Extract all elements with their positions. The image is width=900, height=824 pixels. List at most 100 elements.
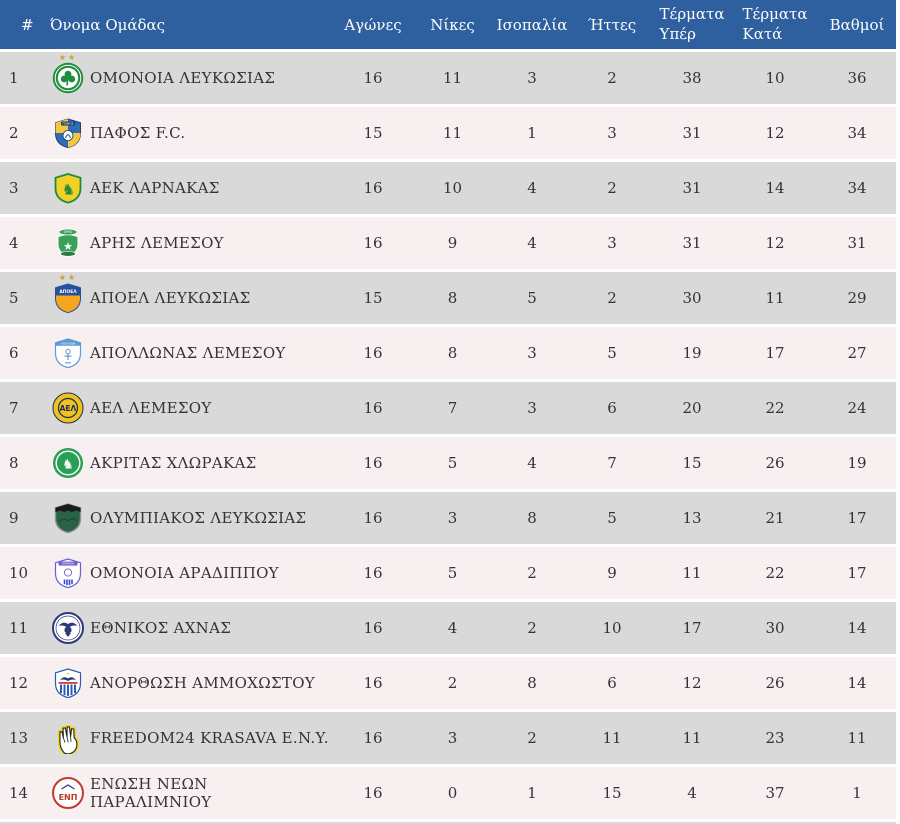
team-draws: 4 — [527, 454, 537, 472]
team-name: ΕΝΩΣΗ ΝΕΩΝ ΠΑΡΑΛΙΜΝΙΟΥ — [90, 775, 212, 811]
team-draws: 2 — [527, 564, 537, 582]
team-goals-against: 11 — [765, 289, 785, 307]
column-header-losses: Ήττες — [587, 15, 637, 34]
table-row[interactable]: 5 ΑΠΟΕΛ ★★ ΑΠΟΕΛ ΛΕΥΚΩΣΙΑΣ 15 8 5 2 30 11… — [0, 272, 896, 327]
team-name: ΑΚΡΙΤΑΣ ΧΛΩΡΑΚΑΣ — [90, 454, 257, 472]
table-row[interactable]: 7 ΑΕΛ ΑΕΛ ΛΕΜΕΣΟΥ 16 7 3 6 20 22 24 — [0, 382, 896, 437]
pafos-fc-crest-icon: ΠΑΦΟΣ — [52, 117, 84, 149]
team-points: 34 — [847, 124, 867, 142]
team-goals-against: 23 — [765, 729, 785, 747]
apoel-leukosias-crest-icon: ΑΠΟΕΛ ★★ — [52, 273, 84, 314]
team-goals-for: 31 — [682, 179, 702, 197]
team-name: ΟΜΟΝΟΙΑ ΛΕΥΚΩΣΙΑΣ — [90, 69, 276, 87]
team-rank: 8 — [9, 454, 19, 472]
team-name: ΑΕΛ ΛΕΜΕΣΟΥ — [90, 399, 212, 417]
team-wins: 11 — [442, 124, 463, 142]
table-row[interactable]: 13 FREEDOM24 KRASAVA E.N.Y. 16 3 2 11 11… — [0, 712, 896, 767]
team-goals-for: 11 — [682, 564, 702, 582]
team-name: ΑΕΚ ΛΑΡΝΑΚΑΣ — [90, 179, 220, 197]
aris-lemesou-crest-icon: ★ ΑΡΗΣ — [52, 227, 84, 259]
team-rank: 6 — [9, 344, 19, 362]
logo-cell: ♞ — [46, 162, 90, 214]
team-name: FREEDOM24 KRASAVA E.N.Y. — [90, 729, 329, 747]
column-header-rank: # — [21, 15, 34, 34]
team-wins: 7 — [447, 399, 458, 417]
goals-for-line1: Τέρματα — [659, 5, 725, 23]
team-losses: 6 — [607, 674, 617, 692]
aek-larnakas-crest-icon: ♞ — [52, 172, 84, 204]
team-goals-for: 4 — [687, 784, 697, 802]
team-played: 15 — [363, 124, 383, 142]
team-name: ΑΠΟΛΛΩΝΑΣ ΛΕΜΕΣΟΥ — [90, 344, 286, 362]
team-wins: 0 — [447, 784, 458, 802]
table-row[interactable]: 2 ΠΑΦΟΣ ΠΑΦΟΣ F.C. 15 11 1 3 31 12 34 — [0, 107, 896, 162]
goals-against-line2: Κατά — [742, 24, 783, 43]
svg-text:ΑΠΟΕΛ: ΑΠΟΕΛ — [59, 289, 77, 295]
team-points: 14 — [847, 619, 867, 637]
logo-cell: ΑΠΟΕΛ ★★ — [46, 272, 90, 324]
table-row[interactable]: 6 ΑΠΟΛΛΩΝ ΑΠΟΛΛΩΝΑΣ ΛΕΜΕΣΟΥ 16 8 3 5 19 … — [0, 327, 896, 382]
olympiakos-leukosias-crest-icon — [52, 502, 84, 534]
team-played: 16 — [363, 784, 383, 802]
team-played: 16 — [363, 564, 383, 582]
table-row[interactable]: 4 ★ ΑΡΗΣ ΑΡΗΣ ΛΕΜΕΣΟΥ 16 9 4 3 31 12 31 — [0, 217, 896, 272]
logo-cell: ΑΕΛ — [46, 382, 90, 434]
team-played: 16 — [363, 234, 383, 252]
table-row[interactable]: 3 ♞ ΑΕΚ ΛΑΡΝΑΚΑΣ 16 10 4 2 31 14 34 — [0, 162, 896, 217]
team-draws: 1 — [527, 784, 537, 802]
table-row[interactable]: 8 ♞ ΑΚΡΙΤΑΣ ΧΛΩΡΑΚΑΣ 16 5 4 7 15 26 19 — [0, 437, 896, 492]
team-goals-against: 17 — [765, 344, 785, 362]
team-rank: 4 — [9, 234, 19, 252]
next-row-sliver — [0, 822, 896, 824]
team-rank: 5 — [9, 289, 19, 307]
team-losses: 5 — [607, 344, 617, 362]
team-goals-for: 17 — [682, 619, 702, 637]
table-row[interactable]: 14 ΕΝΠ ΕΝΩΣΗ ΝΕΩΝ ΠΑΡΑΛΙΜΝΙΟΥ 16 0 1 15 … — [0, 767, 896, 822]
anorthosis-ammochostou-crest-icon: ★ — [52, 667, 84, 699]
team-losses: 3 — [607, 234, 617, 252]
team-wins: 9 — [447, 234, 458, 252]
logo-cell: ♞ — [46, 437, 90, 489]
table-row[interactable]: 12 ★ ΑΝΟΡΘΩΣΗ ΑΜΜΟΧΩΣΤΟΥ 16 2 8 6 12 26 … — [0, 657, 896, 712]
team-draws: 2 — [527, 729, 537, 747]
team-draws: 3 — [527, 344, 537, 362]
table-row[interactable]: 10 ΟΜΟΝΟΙΑ ΟΜΟΝΟΙΑ ΑΡΑΔΙΠΠΟΥ 16 5 2 9 11… — [0, 547, 896, 602]
team-points: 36 — [847, 69, 867, 87]
logo-cell — [46, 602, 90, 654]
team-draws: 3 — [527, 399, 537, 417]
team-goals-against: 37 — [765, 784, 785, 802]
logo-cell: ΠΑΦΟΣ — [46, 107, 90, 159]
team-goals-for: 15 — [682, 454, 702, 472]
team-losses: 6 — [607, 399, 617, 417]
table-row[interactable]: 9 ΟΛΥΜΠΙΑΚΟΣ ΛΕΥΚΩΣΙΑΣ 16 3 8 5 13 21 17 — [0, 492, 896, 547]
team-rank: 10 — [9, 564, 29, 582]
table-row[interactable]: 11 ΕΘΝΙΚΟΣ ΑΧΝΑΣ 16 4 2 10 17 30 14 — [0, 602, 896, 657]
team-rank: 14 — [9, 784, 29, 802]
team-played: 16 — [363, 179, 383, 197]
goals-for-line2: Υπέρ — [659, 24, 696, 43]
team-points: 17 — [847, 564, 867, 582]
logo-cell: ★ — [46, 657, 90, 709]
table-header-row: # Όνομα Ομάδας Αγώνες Νίκες Ισοπαλία Ήττ… — [0, 0, 896, 52]
team-goals-for: 38 — [682, 69, 702, 87]
table-row[interactable]: 1 ★★ ΟΜΟΝΟΙΑ ΛΕΥΚΩΣΙΑΣ 16 11 3 2 38 10 3… — [0, 52, 896, 107]
svg-text:ΠΑΦΟΣ: ΠΑΦΟΣ — [63, 122, 74, 126]
team-goals-for: 19 — [682, 344, 702, 362]
team-draws: 4 — [527, 234, 537, 252]
team-points: 27 — [847, 344, 867, 362]
team-played: 16 — [363, 454, 383, 472]
team-losses: 2 — [607, 289, 617, 307]
column-header-points: Βαθμοί — [829, 15, 885, 34]
enosi-neon-paralimniou-crest-icon: ΕΝΠ — [52, 777, 84, 809]
team-played: 15 — [363, 289, 383, 307]
team-rank: 1 — [9, 69, 19, 87]
team-goals-against: 12 — [765, 234, 785, 252]
column-header-draws: Ισοπαλία — [496, 15, 568, 34]
svg-text:ΕΝΠ: ΕΝΠ — [59, 793, 78, 802]
team-rank: 11 — [9, 619, 29, 637]
svg-text:ΑΕΛ: ΑΕΛ — [60, 404, 77, 413]
team-played: 16 — [363, 344, 383, 362]
svg-text:★: ★ — [63, 240, 73, 253]
team-losses: 2 — [607, 69, 617, 87]
